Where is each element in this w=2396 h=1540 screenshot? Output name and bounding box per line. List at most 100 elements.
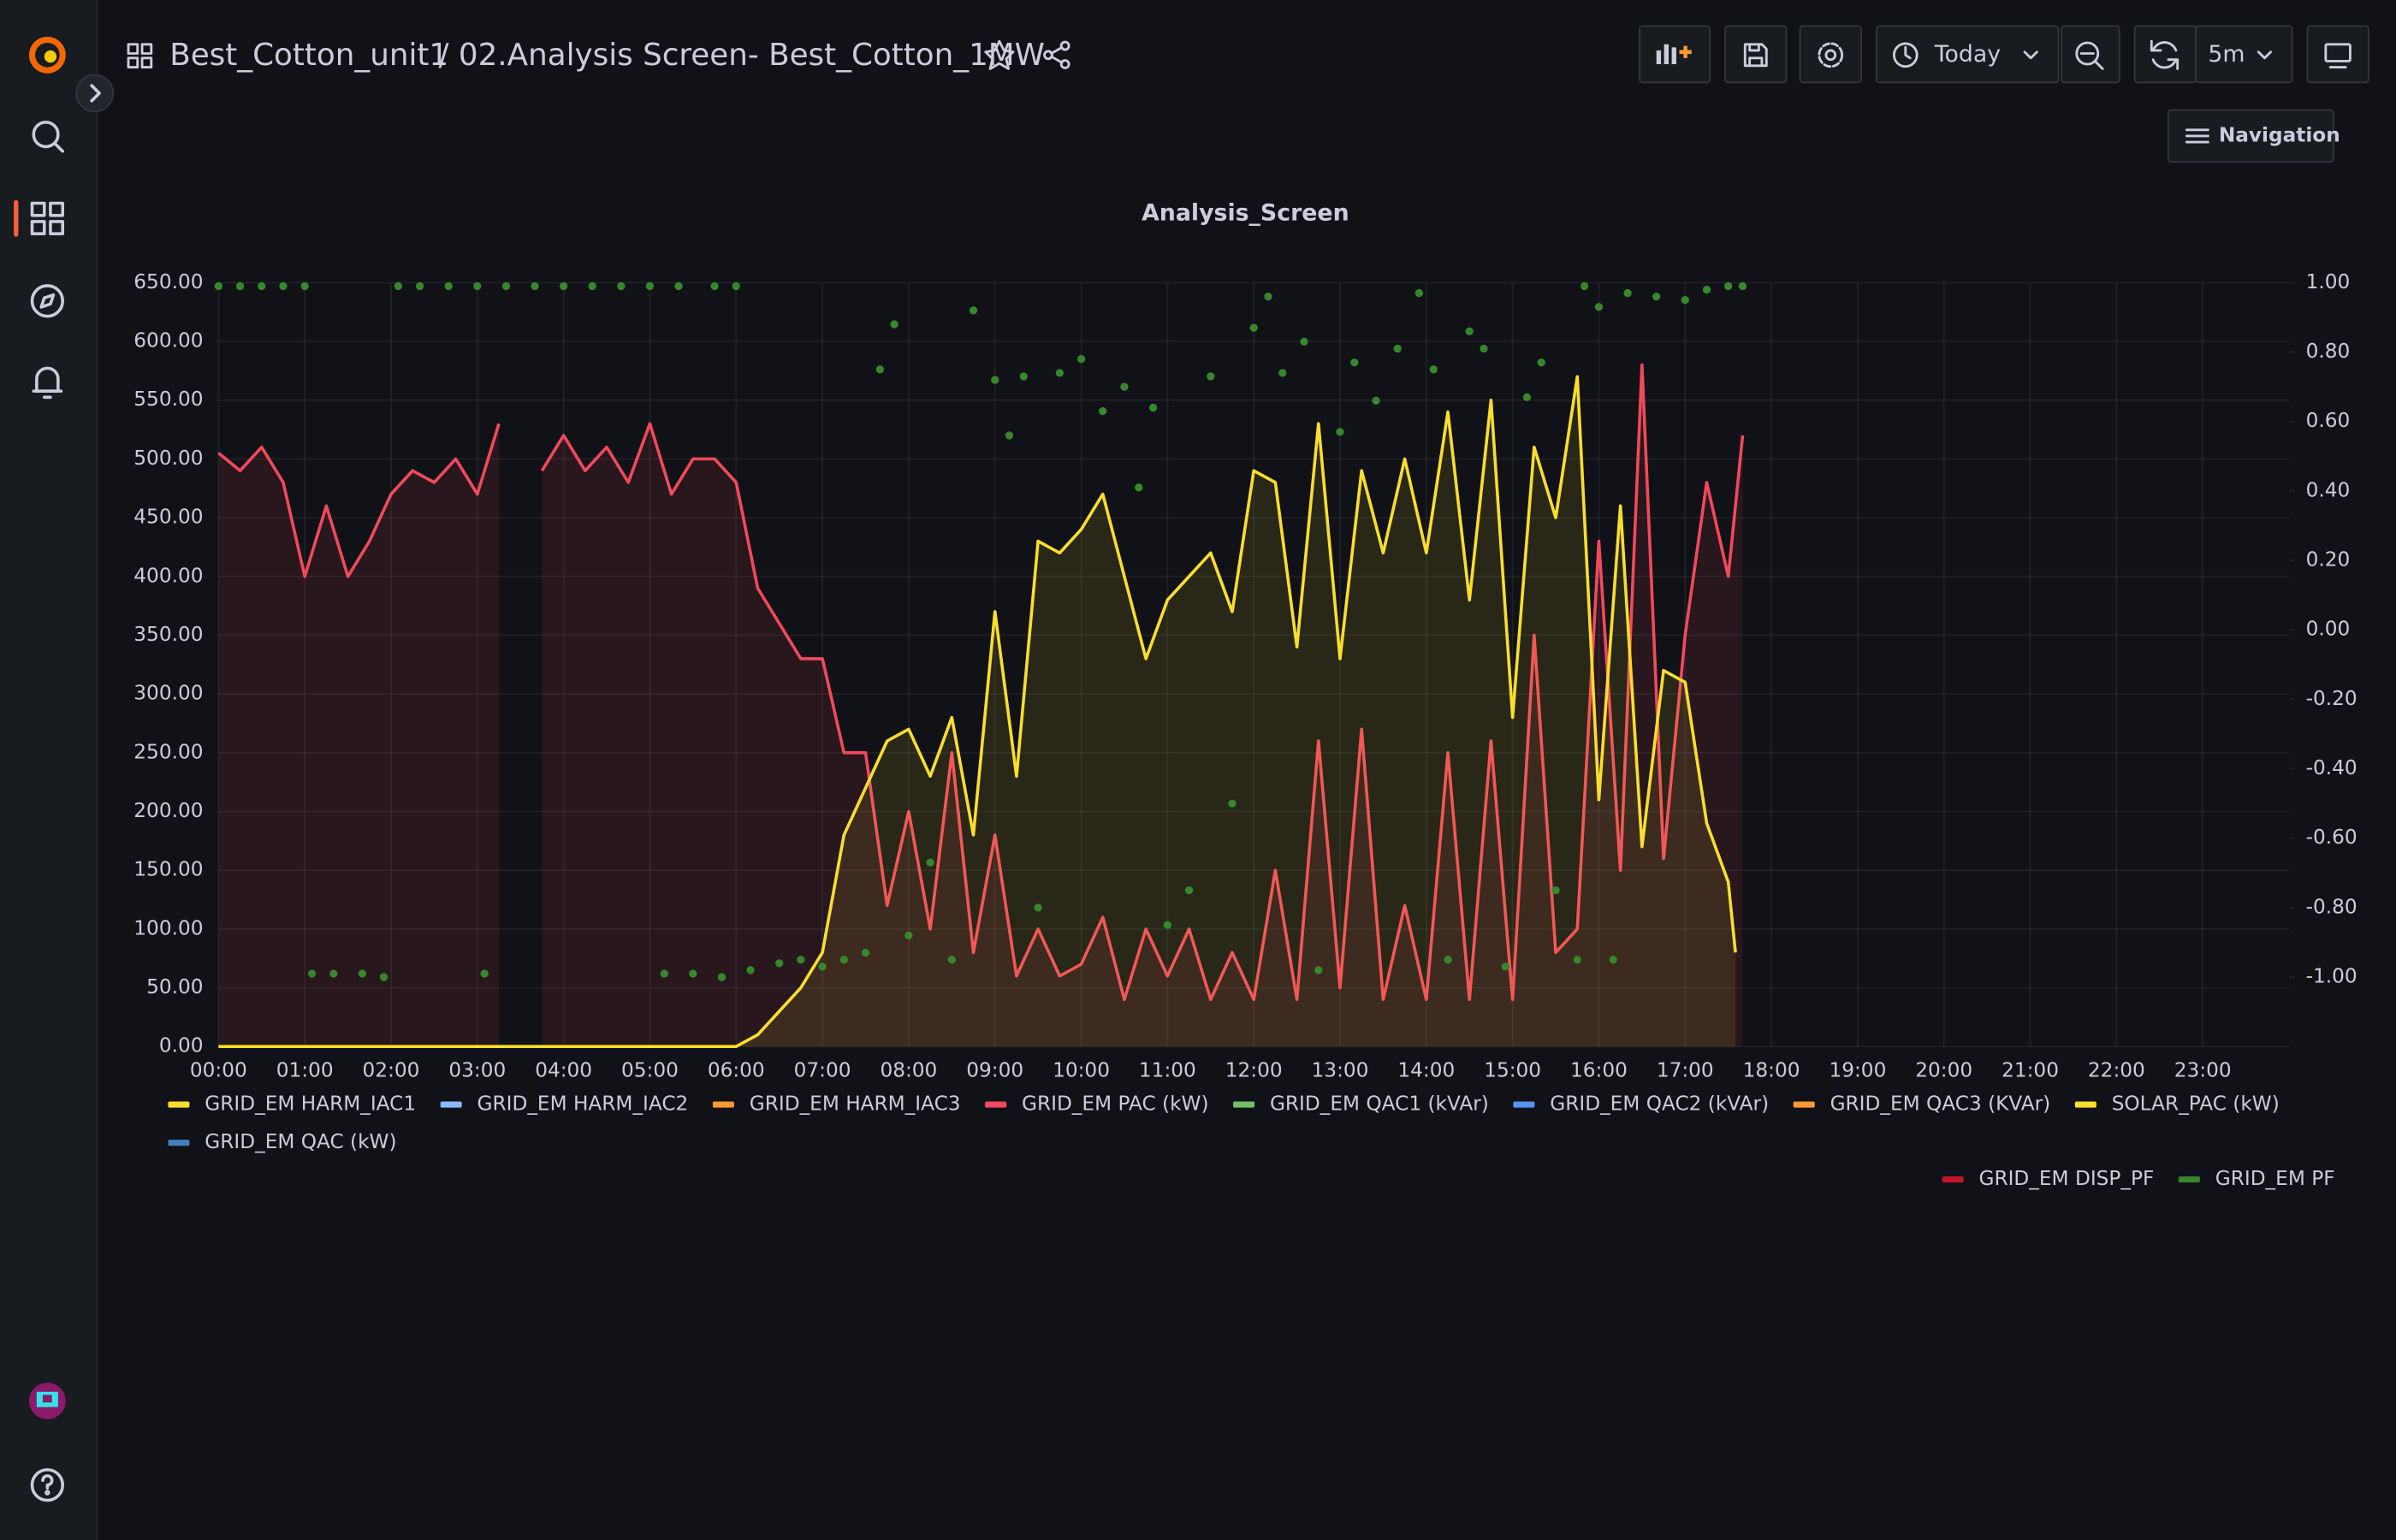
y-tick-label: 400.00 bbox=[133, 564, 203, 587]
legend-label[interactable]: GRID_EM QAC (kW) bbox=[205, 1130, 396, 1153]
data-point bbox=[890, 320, 898, 329]
data-point bbox=[1609, 956, 1617, 964]
y2-tick-label: 0.20 bbox=[2306, 548, 2351, 572]
y-tick-label: 600.00 bbox=[133, 329, 203, 352]
refresh-interval-label[interactable]: 5m bbox=[2208, 41, 2245, 68]
data-point bbox=[991, 376, 999, 384]
alerting-icon[interactable] bbox=[32, 366, 63, 400]
time-range[interactable]: Today bbox=[1934, 41, 2002, 68]
legend-label[interactable]: GRID_EM DISP_PF bbox=[1978, 1167, 2154, 1190]
y-tick-label: 250.00 bbox=[133, 740, 203, 763]
data-point bbox=[1184, 886, 1194, 895]
data-point bbox=[1724, 281, 1733, 291]
x-tick-label: 11:00 bbox=[1139, 1058, 1196, 1081]
y-tick-label: 100.00 bbox=[133, 916, 203, 939]
help-icon[interactable] bbox=[30, 1468, 64, 1502]
legend-label[interactable]: GRID_EM HARM_IAC3 bbox=[750, 1093, 961, 1116]
y-tick-label: 0.00 bbox=[159, 1034, 204, 1057]
add-panel-button[interactable] bbox=[1639, 25, 1711, 84]
legend-label[interactable]: GRID_EM HARM_IAC2 bbox=[477, 1093, 689, 1116]
data-point bbox=[861, 948, 870, 957]
share-button[interactable] bbox=[1043, 40, 1070, 69]
data-point bbox=[473, 281, 482, 291]
legend-label[interactable]: GRID_EM QAC2 (kVAr) bbox=[1550, 1093, 1769, 1116]
navigation-label[interactable]: Navigation bbox=[2219, 123, 2340, 146]
data-point bbox=[1264, 292, 1272, 301]
data-point bbox=[358, 969, 367, 978]
x-tick-label: 03:00 bbox=[448, 1058, 506, 1081]
data-point bbox=[875, 365, 884, 374]
data-point bbox=[307, 969, 317, 978]
data-point bbox=[1594, 303, 1604, 311]
active-indicator bbox=[14, 199, 19, 237]
y-tick-label: 450.00 bbox=[133, 506, 203, 529]
data-point bbox=[258, 281, 266, 291]
navigation-button[interactable] bbox=[2168, 109, 2334, 163]
data-point bbox=[839, 956, 848, 964]
dashboards-icon[interactable] bbox=[30, 201, 64, 236]
legend-label[interactable]: SOLAR_PAC (kW) bbox=[2112, 1093, 2280, 1116]
legend-label[interactable]: GRID_EM QAC1 (kVAr) bbox=[1270, 1093, 1489, 1116]
y2-tick-label: 0.00 bbox=[2306, 618, 2351, 641]
data-point bbox=[444, 281, 453, 291]
legend-swatch bbox=[712, 1101, 734, 1108]
data-point bbox=[1444, 956, 1452, 964]
time-picker[interactable] bbox=[1875, 25, 2060, 84]
data-point bbox=[1055, 369, 1064, 377]
grafana-logo[interactable] bbox=[28, 36, 66, 74]
data-point bbox=[415, 281, 424, 291]
settings-button[interactable] bbox=[1799, 25, 1862, 84]
x-tick-label: 19:00 bbox=[1829, 1058, 1886, 1081]
data-point bbox=[1135, 483, 1143, 492]
data-point bbox=[1005, 431, 1014, 440]
x-tick-label: 23:00 bbox=[2174, 1058, 2232, 1081]
data-point bbox=[1076, 355, 1086, 364]
folder-name[interactable]: Best_Cotton_unit1 bbox=[169, 38, 448, 73]
refresh-interval[interactable] bbox=[2195, 25, 2293, 84]
y-tick-label: 300.00 bbox=[133, 682, 203, 705]
data-point bbox=[1372, 396, 1380, 405]
y2-tick-label: -0.80 bbox=[2306, 895, 2357, 918]
legend-swatch bbox=[2074, 1101, 2096, 1108]
data-point bbox=[1738, 281, 1747, 291]
tv-mode-button[interactable] bbox=[2306, 25, 2369, 84]
data-point bbox=[1480, 344, 1488, 353]
search-icon[interactable] bbox=[32, 121, 65, 153]
explore-icon[interactable] bbox=[30, 284, 64, 318]
dashboard-title[interactable]: / 02.Analysis Screen- Best_Cotton_1MW bbox=[439, 38, 1045, 73]
data-point bbox=[732, 281, 740, 291]
legend-swatch bbox=[2178, 1176, 2200, 1183]
legend-label[interactable]: GRID_EM HARM_IAC1 bbox=[205, 1093, 416, 1116]
legend-label[interactable]: GRID_EM PF bbox=[2215, 1167, 2335, 1190]
data-point bbox=[1207, 372, 1215, 381]
data-point bbox=[1623, 288, 1632, 298]
zoom-out-button[interactable] bbox=[2061, 25, 2120, 84]
legend-label[interactable]: GRID_EM PAC (kW) bbox=[1022, 1093, 1209, 1116]
data-point bbox=[1300, 337, 1308, 346]
data-point bbox=[379, 973, 388, 981]
y2-tick-label: 0.60 bbox=[2306, 409, 2351, 432]
legend-swatch bbox=[985, 1101, 1007, 1108]
data-point bbox=[1278, 369, 1287, 377]
expand-sidebar[interactable] bbox=[75, 74, 115, 113]
refresh-button[interactable] bbox=[2133, 25, 2197, 84]
x-tick-label: 09:00 bbox=[966, 1058, 1023, 1081]
data-point bbox=[1249, 323, 1258, 332]
user-avatar[interactable] bbox=[28, 1383, 66, 1419]
legend-swatch bbox=[1513, 1101, 1535, 1108]
star-button[interactable] bbox=[984, 39, 1015, 70]
x-tick-label: 01:00 bbox=[276, 1058, 334, 1081]
y-tick-label: 550.00 bbox=[133, 388, 203, 411]
data-point bbox=[797, 956, 805, 964]
data-point bbox=[1702, 285, 1711, 294]
data-point bbox=[1681, 296, 1689, 305]
data-point bbox=[1099, 406, 1107, 416]
data-point bbox=[775, 959, 784, 968]
legend-label[interactable]: GRID_EM QAC3 (KVAr) bbox=[1830, 1093, 2051, 1116]
x-tick-label: 15:00 bbox=[1484, 1058, 1541, 1081]
y-tick-label: 150.00 bbox=[133, 858, 203, 881]
save-button[interactable] bbox=[1724, 25, 1788, 84]
x-tick-label: 22:00 bbox=[2088, 1058, 2145, 1081]
